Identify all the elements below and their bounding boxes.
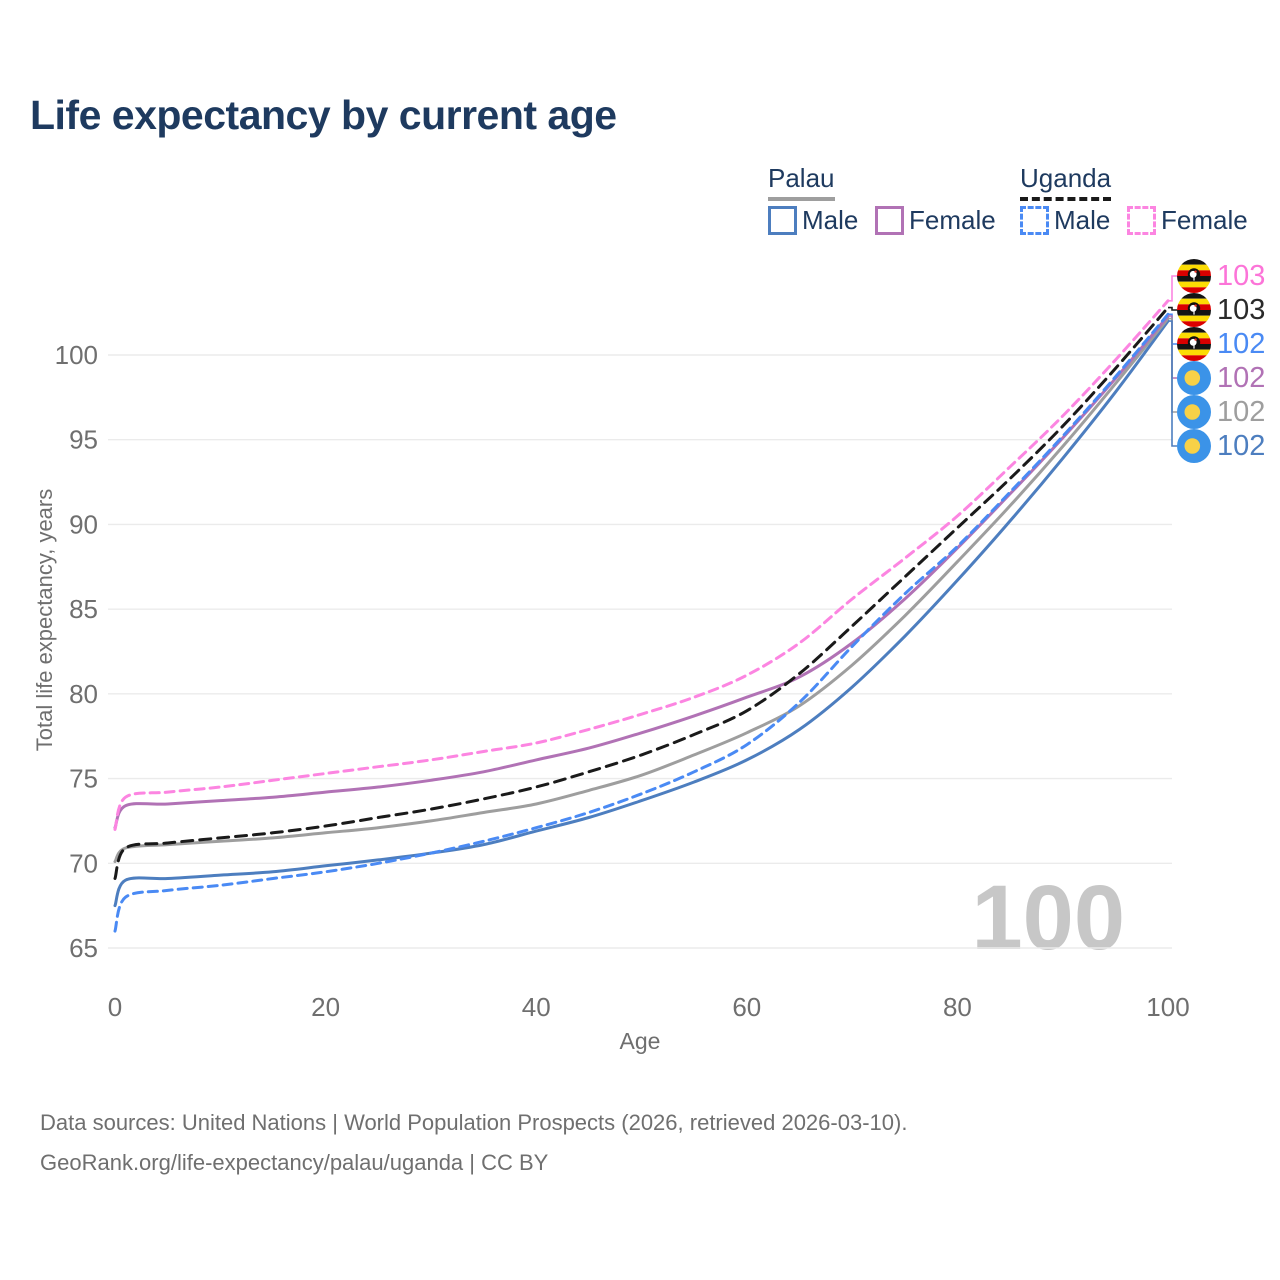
end-value: 102 [1217, 430, 1266, 462]
y-tick-label: 70 [69, 848, 98, 878]
legend-label: Female [1161, 205, 1248, 235]
line-palau-female [113, 314, 1170, 830]
palau-male-swatch-icon [768, 206, 797, 235]
y-axis-title: Total life expectancy, years [32, 488, 57, 752]
x-tick-label: 0 [108, 992, 122, 1022]
y-tick-label: 85 [69, 594, 98, 624]
end-value: 102 [1217, 362, 1266, 394]
line-uganda-both-sexes [113, 306, 1170, 880]
end-label-connector [1168, 275, 1177, 302]
end-label-palau-both-sexes: 102 [1177, 395, 1265, 429]
legend-label: Male [1054, 205, 1111, 235]
line-palau-male [113, 319, 1170, 908]
end-label-connector [1168, 306, 1177, 311]
end-value: 103 [1217, 260, 1266, 292]
legend-item-uganda-female[interactable]: Female [1127, 205, 1248, 236]
uganda-male-swatch-icon [1020, 206, 1049, 235]
legend-item-palau-female[interactable]: Female [875, 205, 996, 236]
legend-group-uganda[interactable]: Uganda [1020, 163, 1112, 201]
y-tick-label: 80 [69, 679, 98, 709]
page-title: Life expectancy by current age [30, 92, 617, 138]
line-uganda-male [113, 312, 1170, 933]
x-tick-label: 20 [311, 992, 340, 1022]
end-value: 102 [1217, 396, 1266, 428]
y-tick-label: 95 [69, 425, 98, 455]
y-tick-label: 100 [55, 340, 98, 370]
data-sources-note: Data sources: United Nations | World Pop… [40, 1110, 908, 1135]
x-tick-label: 100 [1146, 992, 1189, 1022]
x-tick-label: 60 [732, 992, 761, 1022]
palau-flag-icon [1177, 361, 1211, 395]
y-tick-label: 75 [69, 764, 98, 794]
x-axis-title: Age [619, 1028, 661, 1054]
legend-item-uganda-male[interactable]: Male [1020, 205, 1110, 236]
end-value: 103 [1217, 294, 1266, 326]
end-label-uganda-female: 103 [1177, 259, 1265, 293]
x-tick-label: 40 [522, 992, 551, 1022]
end-label-connector [1168, 320, 1177, 447]
uganda-flag-icon [1177, 293, 1211, 327]
palau-flag-icon [1177, 429, 1211, 463]
y-tick-label: 90 [69, 509, 98, 539]
legend-label: Female [909, 205, 996, 235]
line-uganda-female [113, 299, 1170, 831]
end-label-uganda-male: 102 [1177, 327, 1265, 361]
line-palau-both-sexes [113, 317, 1170, 864]
x-tick-label: 80 [943, 992, 972, 1022]
end-value: 102 [1217, 328, 1266, 360]
end-label-uganda-both-sexes: 103 [1177, 293, 1265, 327]
end-label-palau-male: 102 [1177, 429, 1265, 463]
uganda-female-swatch-icon [1127, 206, 1156, 235]
uganda-flag-icon [1177, 327, 1211, 361]
legend-group-palau[interactable]: Palau [768, 163, 835, 201]
palau-flag-icon [1177, 395, 1211, 429]
attribution-note: GeoRank.org/life-expectancy/palau/uganda… [40, 1150, 549, 1175]
palau-female-swatch-icon [875, 206, 904, 235]
end-label-palau-female: 102 [1177, 361, 1265, 395]
legend-item-palau-male[interactable]: Male [768, 205, 858, 236]
legend-label: Male [802, 205, 859, 235]
uganda-flag-icon [1177, 259, 1211, 293]
y-tick-label: 65 [69, 933, 98, 963]
